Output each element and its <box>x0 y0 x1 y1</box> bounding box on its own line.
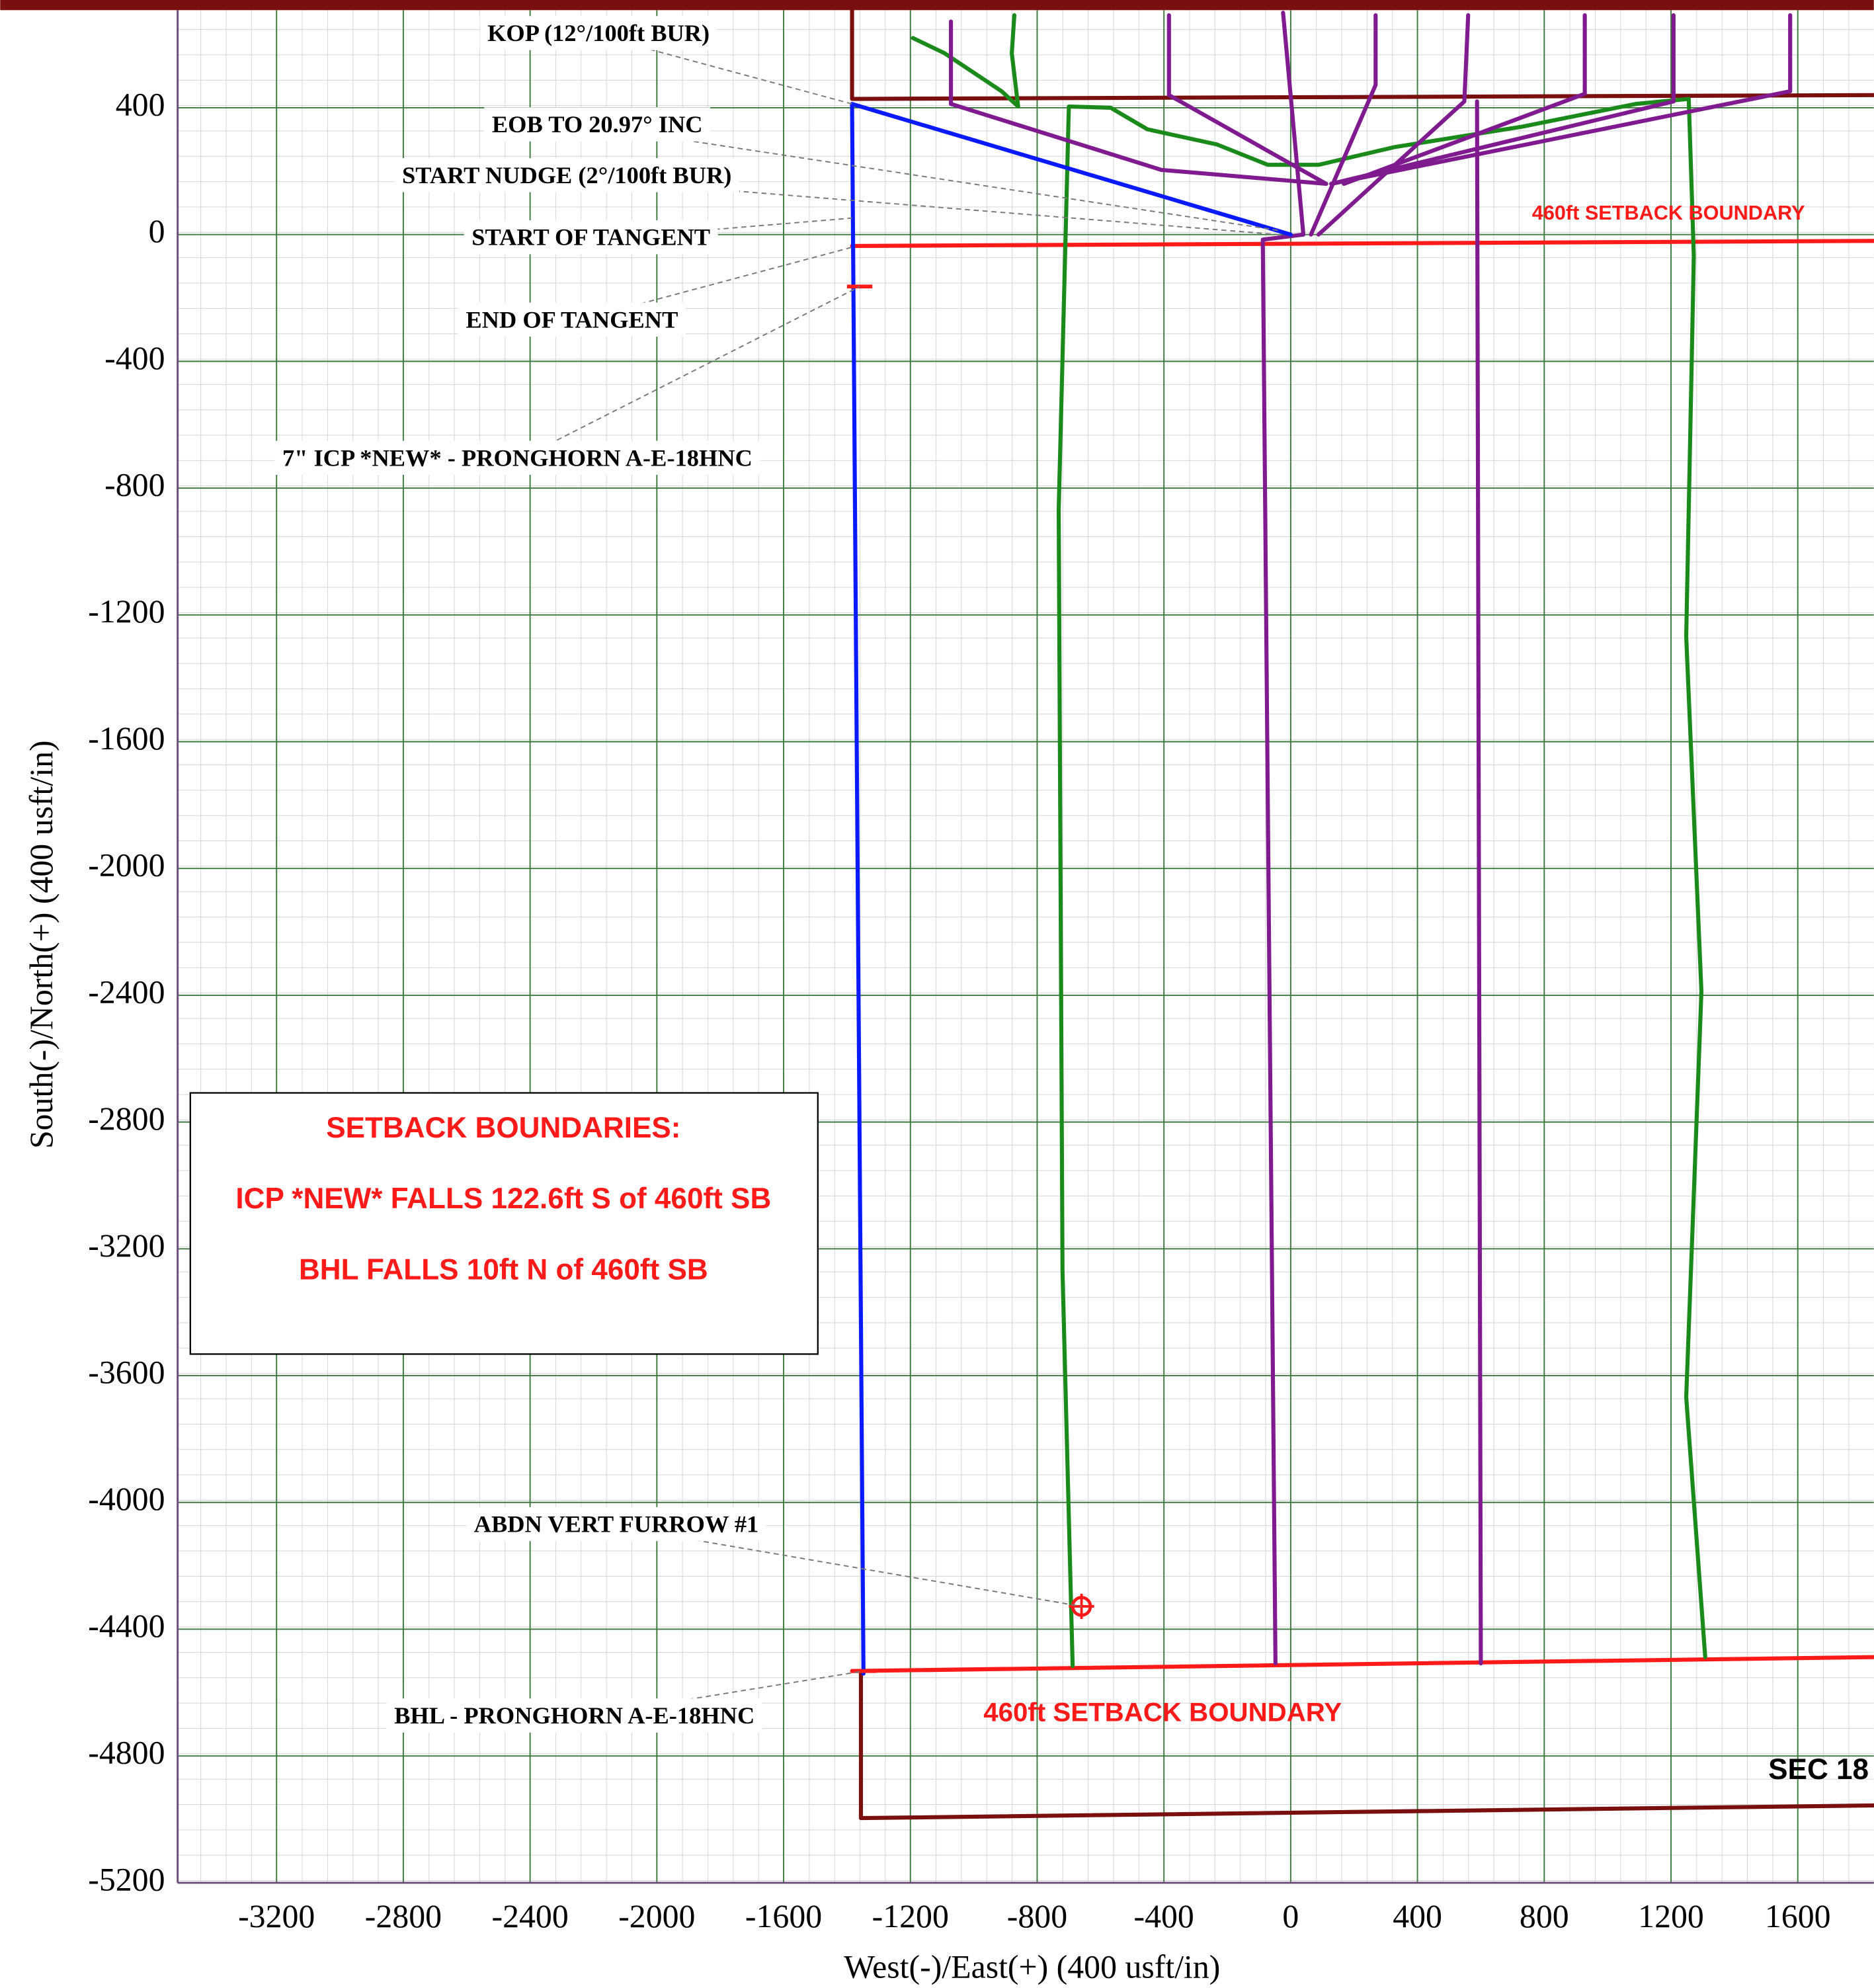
well-path <box>1342 13 1587 186</box>
annotation: KOP (12°/100ft BUR) <box>487 20 710 46</box>
annotation: START OF TANGENT <box>471 224 710 251</box>
note-text: ICP *NEW* FALLS 122.6ft S of 460ft SB <box>235 1182 771 1215</box>
label-background <box>464 220 718 255</box>
y-tick-label: -3600 <box>88 1354 165 1390</box>
label-background <box>466 1507 766 1542</box>
leader-line <box>517 286 860 461</box>
annotation: EOB TO 20.97° INC <box>492 111 703 138</box>
annotation: ABDN VERT FURROW #1 <box>474 1511 759 1538</box>
y-tick-label: -1200 <box>88 593 165 630</box>
y-tick-label: -4000 <box>88 1481 165 1517</box>
label-background <box>484 107 711 142</box>
y-tick-label: -2800 <box>88 1100 165 1137</box>
note-box <box>189 1092 819 1355</box>
well-path <box>850 102 1293 1676</box>
note-text: SETBACK BOUNDARIES: <box>326 1112 680 1144</box>
y-tick-label: -800 <box>104 467 165 503</box>
annotation: START NUDGE (2°/100ft BUR) <box>402 162 731 188</box>
x-axis-label: West(-)/East(+) (400 usft/in) <box>844 1949 1220 1985</box>
note-text: BHL FALLS 10ft N of 460ft SB <box>299 1253 708 1286</box>
y-tick-label: -400 <box>104 340 165 376</box>
well-path <box>1316 13 1471 237</box>
label-background <box>458 302 686 337</box>
leader-line <box>616 1526 1082 1607</box>
annotation: END OF TANGENT <box>466 306 678 333</box>
well-path <box>1056 97 1707 1669</box>
y-tick-label: -5200 <box>88 1861 165 1897</box>
x-tick-label: -400 <box>1133 1898 1194 1934</box>
x-tick-label: 800 <box>1520 1898 1569 1934</box>
x-tick-label: 0 <box>1282 1898 1299 1934</box>
well-path <box>949 19 1328 186</box>
y-tick-label: 400 <box>116 86 165 122</box>
x-tick-label: -2000 <box>618 1898 695 1934</box>
well-path <box>1166 13 1328 186</box>
region-label: 460ft SETBACK BOUNDARY <box>983 1698 1342 1727</box>
label-background <box>479 16 717 50</box>
top-border <box>0 0 1874 11</box>
x-tick-label: -1600 <box>745 1898 822 1934</box>
label-background <box>274 440 760 476</box>
x-tick-label: -1200 <box>872 1898 949 1934</box>
y-tick-label: 0 <box>149 213 165 249</box>
y-tick-label: -4800 <box>88 1735 165 1771</box>
x-tick-label: -800 <box>1007 1898 1067 1934</box>
well-path <box>1329 13 1676 186</box>
x-tick-label: -2800 <box>365 1898 442 1934</box>
well-path <box>850 1655 1874 1673</box>
y-axis-label: South(-)/North(+) (400 usft/in) <box>23 740 60 1149</box>
region-label: 460ft SETBACK BOUNDARY <box>1532 202 1805 224</box>
well-path <box>1475 99 1483 1666</box>
x-tick-label: 1600 <box>1765 1898 1831 1934</box>
y-tick-label: -4400 <box>88 1608 165 1644</box>
y-tick-label: -2400 <box>88 973 165 1010</box>
y-tick-label: -1600 <box>88 720 165 757</box>
well-path <box>1329 13 1793 186</box>
x-tick-label: 400 <box>1393 1898 1442 1934</box>
x-tick-label: -2400 <box>491 1898 568 1934</box>
annotation: BHL - PRONGHORN A-E-18HNC <box>394 1702 754 1729</box>
well-path <box>1281 11 1306 237</box>
label-background <box>386 1698 762 1733</box>
well-path <box>850 239 1874 248</box>
y-tick-label: -3200 <box>88 1227 165 1264</box>
annotation: 7" ICP *NEW* - PRONGHORN A-E-18HNC <box>282 444 753 471</box>
well-path <box>850 8 1874 101</box>
well-path <box>858 1669 1874 1821</box>
well-path <box>911 13 1020 109</box>
x-tick-label: 1200 <box>1638 1898 1704 1934</box>
minor-grid <box>177 10 1874 1883</box>
y-tick-label: -2000 <box>88 847 165 884</box>
region-label: SEC 18 <box>1768 1753 1869 1786</box>
x-tick-label: -3200 <box>238 1898 315 1934</box>
label-background <box>394 158 739 192</box>
